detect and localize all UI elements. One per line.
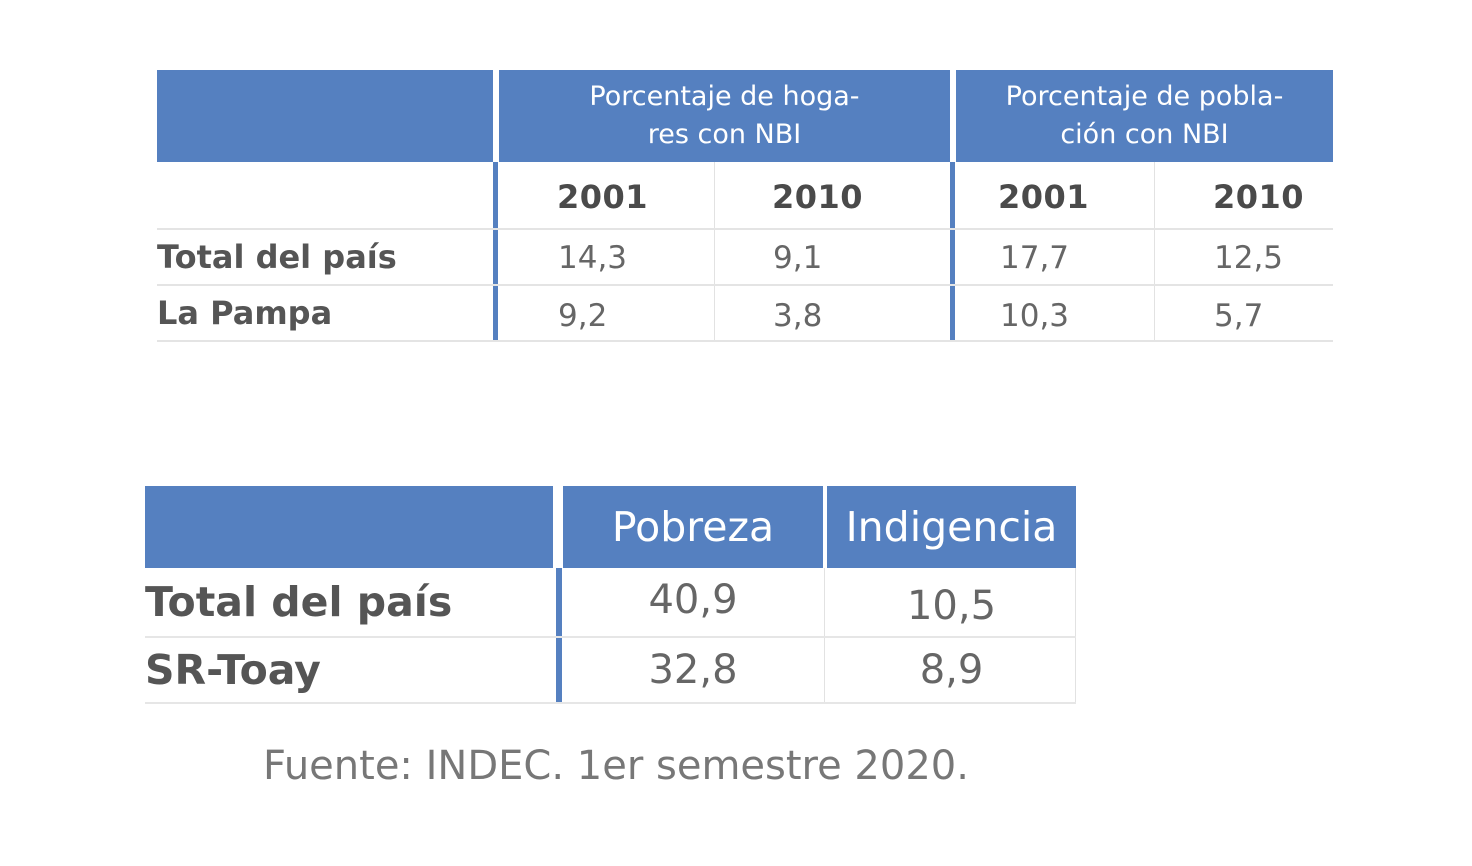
nbi-grid-horizontal <box>157 284 1333 286</box>
nbi-year-hogares-2001: 2001 <box>557 178 649 216</box>
nbi-grid-horizontal <box>157 340 1333 342</box>
pobreza-grid-horizontal <box>145 636 1076 638</box>
pobreza-cell: 10,5 <box>906 583 997 629</box>
nbi-year-poblacion-2001: 2001 <box>998 178 1090 216</box>
nbi-cell: 14,3 <box>558 240 628 276</box>
source-note: Fuente: INDEC. 1er semestre 2020. <box>263 743 969 789</box>
pobreza-row-label: Total del país <box>145 578 453 626</box>
pobreza-row-label: SR-Toay <box>145 646 321 694</box>
pobreza-header-indigencia: Indigencia <box>827 486 1076 568</box>
pobreza-cell: 8,9 <box>919 647 984 693</box>
pobreza-table: Pobreza Indigencia Total del país 40,9 1… <box>145 486 1076 706</box>
nbi-header-poblacion: Porcentaje de pobla- ción con NBI <box>956 70 1333 162</box>
pobreza-header-empty <box>145 486 553 568</box>
nbi-cell: 12,5 <box>1214 240 1284 276</box>
pobreza-cell: 32,8 <box>648 647 738 693</box>
nbi-cell: 5,7 <box>1214 298 1264 334</box>
nbi-year-hogares-2010: 2010 <box>772 178 864 216</box>
nbi-cell: 3,8 <box>773 298 823 334</box>
nbi-row-label: La Pampa <box>157 294 333 332</box>
nbi-table: Porcentaje de hoga- res con NBI Porcenta… <box>157 70 1333 342</box>
nbi-header-empty <box>157 70 493 162</box>
pobreza-grid-horizontal <box>145 702 1076 704</box>
nbi-grid-vertical <box>714 162 715 342</box>
nbi-cell: 9,1 <box>773 240 823 276</box>
nbi-grid-vertical <box>1154 162 1155 342</box>
nbi-cell: 10,3 <box>1000 298 1070 334</box>
nbi-year-poblacion-2010: 2010 <box>1213 178 1305 216</box>
nbi-header-hogares: Porcentaje de hoga- res con NBI <box>499 70 950 162</box>
nbi-row-label: Total del país <box>157 238 397 276</box>
nbi-grid-horizontal <box>157 228 1333 230</box>
nbi-divider-left <box>493 162 498 342</box>
pobreza-cell: 40,9 <box>648 577 738 623</box>
nbi-divider-middle <box>950 162 955 342</box>
nbi-cell: 9,2 <box>558 298 608 334</box>
pobreza-header-pobreza: Pobreza <box>563 486 823 568</box>
nbi-cell: 17,7 <box>1000 240 1070 276</box>
